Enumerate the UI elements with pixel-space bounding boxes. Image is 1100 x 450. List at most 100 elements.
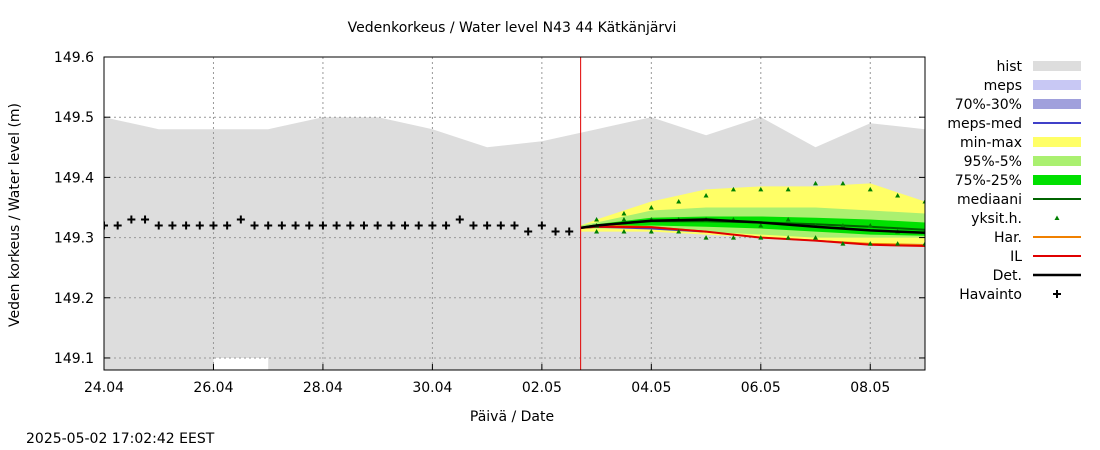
x-axis-label: Päivä / Date bbox=[470, 409, 554, 425]
hist-band bbox=[104, 117, 925, 370]
havainto-point bbox=[401, 221, 410, 230]
timestamp: 2025-05-02 17:02:42 EEST bbox=[26, 431, 215, 447]
yksit-point bbox=[730, 235, 736, 240]
havainto-point bbox=[291, 221, 300, 230]
havainto-point bbox=[113, 221, 122, 230]
legend-label: Det. bbox=[993, 268, 1022, 284]
legend-label: Har. bbox=[994, 230, 1022, 246]
yksit-point bbox=[621, 211, 627, 216]
yksit-point bbox=[895, 241, 901, 246]
y-axis-label: Veden korkeus / Water level (m) bbox=[7, 103, 23, 327]
yksit-point bbox=[758, 223, 764, 228]
yksit-point bbox=[676, 229, 682, 234]
yksit-point bbox=[895, 192, 901, 198]
legend-swatch bbox=[1033, 156, 1081, 166]
yksit-point bbox=[785, 186, 791, 192]
x-tick-label: 30.04 bbox=[412, 380, 452, 396]
havainto-point bbox=[428, 221, 437, 230]
yksit-point bbox=[785, 235, 791, 240]
x-tick-label: 08.05 bbox=[850, 380, 890, 396]
legend: hist meps 70%-30% meps-med min-max 95%-5% 75%-… bbox=[947, 59, 1081, 303]
yksit-point bbox=[813, 235, 819, 240]
yksit-point bbox=[922, 198, 925, 204]
plot-clip-group bbox=[104, 57, 925, 370]
havainto-point bbox=[387, 221, 396, 230]
legend-label: IL bbox=[1010, 249, 1022, 265]
il-line bbox=[580, 225, 925, 247]
legend-swatch bbox=[1033, 99, 1081, 109]
legend-swatch bbox=[1053, 290, 1061, 298]
havainto-point bbox=[496, 221, 505, 230]
havainto-point bbox=[510, 221, 519, 230]
y-tick-label: 149.4 bbox=[54, 170, 94, 186]
legend-swatch bbox=[1033, 137, 1081, 147]
havainto-point bbox=[359, 221, 368, 230]
havainto-point bbox=[104, 221, 108, 230]
yksit-point bbox=[676, 198, 682, 204]
legend-swatch bbox=[1033, 175, 1081, 185]
x-tick-label: 28.04 bbox=[303, 380, 343, 396]
legend-label: min-max bbox=[960, 135, 1022, 151]
yksit-point bbox=[867, 186, 873, 192]
x-tick-label: 04.05 bbox=[631, 380, 671, 396]
havainto-point bbox=[264, 221, 273, 230]
yksit-point bbox=[867, 223, 873, 228]
y-tick-label: 149.6 bbox=[54, 50, 94, 66]
havainto-point bbox=[332, 221, 341, 230]
yksit-point bbox=[840, 241, 846, 246]
havainto-point bbox=[236, 215, 245, 224]
legend-label: meps-med bbox=[947, 116, 1022, 132]
havainto-point bbox=[565, 227, 574, 236]
havainto-point bbox=[250, 221, 259, 230]
yksit-point bbox=[703, 235, 709, 240]
havainto-point bbox=[223, 221, 232, 230]
yksit-point bbox=[703, 192, 709, 198]
legend-label: 70%-30% bbox=[955, 97, 1022, 113]
yksit-point bbox=[648, 204, 654, 210]
legend-label: mediaani bbox=[957, 192, 1022, 208]
havainto-point bbox=[127, 215, 136, 224]
havainto-point bbox=[141, 215, 150, 224]
y-tick-label: 149.3 bbox=[54, 231, 94, 247]
yksit-point bbox=[730, 186, 736, 192]
legend-swatch bbox=[1033, 80, 1081, 90]
havainto-point bbox=[469, 221, 478, 230]
legend-label: yksit.h. bbox=[971, 211, 1022, 227]
havainto-point bbox=[551, 227, 560, 236]
y-tick-label: 149.1 bbox=[54, 351, 94, 367]
havainto-point bbox=[442, 221, 451, 230]
yksit-point bbox=[758, 235, 764, 240]
plot-area bbox=[104, 57, 925, 370]
axes: 149.1 149.2 149.3 149.4 149.5 149.6 24.04 26.04… bbox=[54, 50, 926, 396]
havainto-point bbox=[305, 221, 314, 230]
havainto-point bbox=[455, 215, 464, 224]
plot-frame bbox=[103, 56, 926, 371]
yksit-point bbox=[594, 217, 600, 222]
x-tick-label: 02.05 bbox=[522, 380, 562, 396]
yksit-point bbox=[621, 217, 627, 222]
havainto-point bbox=[483, 221, 492, 230]
yksit-point bbox=[840, 180, 846, 186]
legend-label: 95%-5% bbox=[964, 154, 1022, 170]
x-tick-label: 26.04 bbox=[193, 380, 233, 396]
legend-label: 75%-25% bbox=[955, 173, 1022, 189]
havainto-point bbox=[182, 221, 191, 230]
yksit-point bbox=[840, 223, 846, 228]
x-tick-label: 06.05 bbox=[741, 380, 781, 396]
havainto-point bbox=[537, 221, 546, 230]
havainto-point bbox=[414, 221, 423, 230]
y-tick-label: 149.2 bbox=[54, 291, 94, 307]
chart-title: Vedenkorkeus / Water level N43 44 Kätkän… bbox=[348, 20, 677, 36]
legend-label: meps bbox=[984, 78, 1022, 94]
havainto-point bbox=[277, 221, 286, 230]
y-tick-label: 149.5 bbox=[54, 110, 94, 126]
legend-swatch bbox=[1054, 215, 1060, 220]
yksit-point bbox=[594, 229, 600, 234]
legend-label: Havainto bbox=[959, 287, 1022, 303]
legend-label: hist bbox=[996, 59, 1022, 75]
havainto-point bbox=[154, 221, 163, 230]
yksit-point bbox=[785, 217, 791, 222]
yksit-point bbox=[867, 241, 873, 246]
havainto-point bbox=[318, 221, 327, 230]
